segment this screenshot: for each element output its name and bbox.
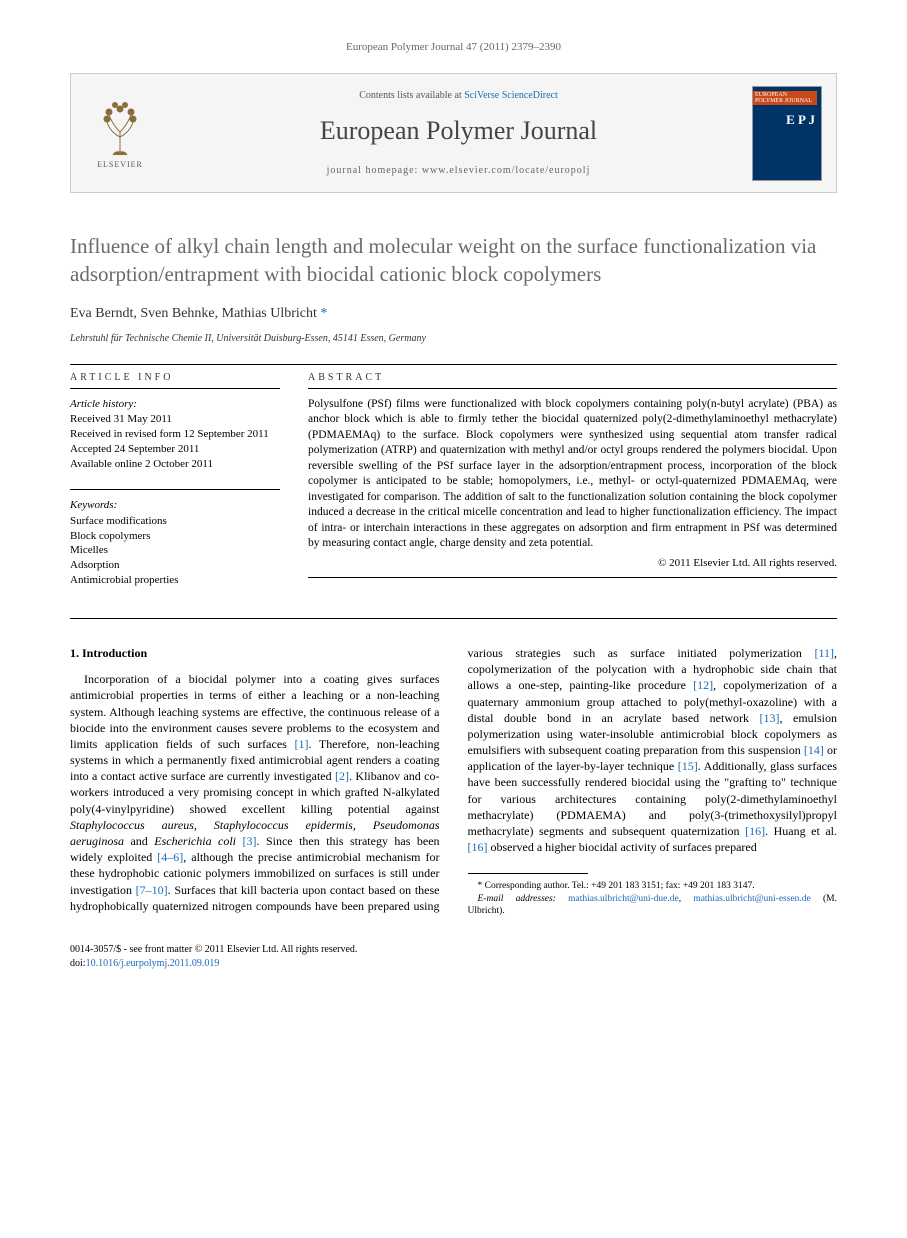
email-link[interactable]: mathias.ulbricht@uni-essen.de — [693, 894, 810, 904]
divider — [308, 388, 837, 389]
accepted-date: Accepted 24 September 2011 — [70, 442, 280, 457]
body-columns: 1. Introduction Incorporation of a bioci… — [70, 645, 837, 917]
article-info-panel: ARTICLE INFO Article history: Received 3… — [70, 371, 280, 588]
article-info-heading: ARTICLE INFO — [70, 371, 280, 385]
journal-cover-thumbnail: EUROPEAN POLYMER JOURNAL E P J — [752, 86, 822, 181]
authors-list: Eva Berndt, Sven Behnke, Mathias Ulbrich… — [70, 306, 317, 321]
body-paragraph: Incorporation of a biocidal polymer into… — [70, 645, 837, 917]
sciencedirect-link[interactable]: SciVerse ScienceDirect — [464, 90, 558, 101]
doi-label: doi: — [70, 958, 86, 969]
footnote-separator — [468, 873, 588, 874]
citation-link[interactable]: [12] — [693, 678, 713, 692]
page-footer: 0014-3057/$ - see front matter © 2011 El… — [70, 943, 837, 971]
abstract-copyright: © 2011 Elsevier Ltd. All rights reserved… — [308, 556, 837, 571]
citation-link[interactable]: [2] — [335, 769, 349, 783]
citation-link[interactable]: [3] — [243, 834, 257, 848]
body-text: and — [124, 834, 154, 848]
keyword: Antimicrobial properties — [70, 573, 280, 588]
homepage-prefix: journal homepage: — [327, 165, 422, 176]
body-text: observed a higher biocidal activity of s… — [488, 840, 757, 854]
homepage-url: www.elsevier.com/locate/europolj — [422, 165, 591, 176]
citation-link[interactable]: [1] — [294, 737, 308, 751]
front-matter-line: 0014-3057/$ - see front matter © 2011 El… — [70, 943, 357, 957]
citation-link[interactable]: [16] — [745, 824, 765, 838]
elsevier-name: ELSEVIER — [97, 159, 143, 170]
species-name: Escherichia coli — [154, 834, 236, 848]
article-title: Influence of alkyl chain length and mole… — [70, 233, 837, 288]
doi-line: doi:10.1016/j.eurpolymj.2011.09.019 — [70, 957, 357, 971]
email-link[interactable]: mathias.ulbricht@uni-due.de — [568, 894, 679, 904]
history-label: Article history: — [70, 397, 280, 412]
divider — [70, 489, 280, 490]
abstract-heading: ABSTRACT — [308, 371, 837, 385]
contents-prefix: Contents lists available at — [359, 90, 464, 101]
abstract-panel: ABSTRACT Polysulfone (PSf) films were fu… — [308, 371, 837, 588]
citation-link[interactable]: [15] — [678, 759, 698, 773]
divider — [70, 364, 837, 365]
divider — [308, 577, 837, 578]
elsevier-tree-icon — [95, 97, 145, 157]
citation-link[interactable]: [13] — [760, 711, 780, 725]
keyword: Surface modifications — [70, 514, 280, 529]
contents-available: Contents lists available at SciVerse Sci… — [165, 89, 752, 103]
citation-link[interactable]: [14] — [804, 743, 824, 757]
keyword: Block copolymers — [70, 529, 280, 544]
keyword: Adsorption — [70, 558, 280, 573]
keyword: Micelles — [70, 543, 280, 558]
citation-link[interactable]: [4–6] — [157, 850, 183, 864]
citation-link[interactable]: [7–10] — [136, 883, 168, 897]
corresponding-author-footnote: * Corresponding author. Tel.: +49 201 18… — [468, 880, 838, 892]
journal-name: European Polymer Journal — [165, 113, 752, 149]
keywords-block: Keywords: Surface modifications Block co… — [70, 489, 280, 588]
email-label: E-mail addresses: — [478, 894, 556, 904]
divider — [70, 618, 837, 619]
abstract-text: Polysulfone (PSf) films were functionali… — [308, 397, 837, 552]
online-date: Available online 2 October 2011 — [70, 457, 280, 472]
header-center: Contents lists available at SciVerse Sci… — [165, 89, 752, 177]
section-heading: 1. Introduction — [70, 645, 440, 661]
homepage-line: journal homepage: www.elsevier.com/locat… — [165, 164, 752, 178]
citation-link[interactable]: [11] — [814, 646, 834, 660]
divider — [70, 388, 280, 389]
revised-date: Received in revised form 12 September 20… — [70, 427, 280, 442]
corresponding-author-mark[interactable]: * — [320, 306, 327, 321]
body-text: . Huang et al. — [765, 824, 837, 838]
affiliation: Lehrstuhl für Technische Chemie II, Univ… — [70, 332, 837, 346]
email-footnote: E-mail addresses: mathias.ulbricht@uni-d… — [468, 893, 838, 918]
received-date: Received 31 May 2011 — [70, 412, 280, 427]
keywords-label: Keywords: — [70, 498, 280, 513]
info-abstract-row: ARTICLE INFO Article history: Received 3… — [70, 371, 837, 588]
footer-left: 0014-3057/$ - see front matter © 2011 El… — [70, 943, 357, 971]
journal-reference: European Polymer Journal 47 (2011) 2379–… — [70, 40, 837, 55]
cover-letters: E P J — [786, 113, 815, 127]
doi-link[interactable]: 10.1016/j.eurpolymj.2011.09.019 — [86, 958, 220, 969]
cover-label: EUROPEAN POLYMER JOURNAL — [753, 91, 817, 105]
citation-link[interactable]: [16] — [468, 840, 488, 854]
authors: Eva Berndt, Sven Behnke, Mathias Ulbrich… — [70, 304, 837, 324]
body-text: , although the precise antimicrobial — [183, 850, 361, 864]
elsevier-logo: ELSEVIER — [85, 88, 155, 178]
journal-header: ELSEVIER Contents lists available at Sci… — [70, 73, 837, 193]
